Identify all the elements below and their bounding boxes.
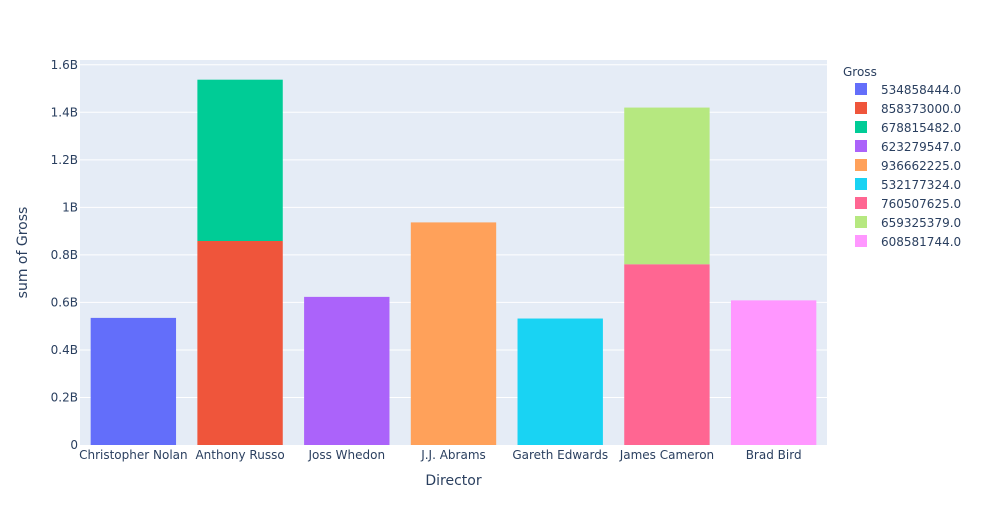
x-tick-label: Anthony Russo bbox=[195, 448, 284, 462]
y-tick-label: 1.6B bbox=[51, 58, 78, 72]
x-tick-label: J.J. Abrams bbox=[420, 448, 486, 462]
bar-segment bbox=[304, 296, 390, 445]
x-axis-ticks: Christopher Nolan Anthony Russo Joss Whedo… bbox=[79, 448, 801, 462]
legend-item-label: 936662225.0 bbox=[881, 159, 961, 173]
x-tick-label: Gareth Edwards bbox=[512, 448, 608, 462]
x-tick-label: Brad Bird bbox=[746, 448, 802, 462]
legend: Gross 534858444.0 858373000.0 678815482.0 6… bbox=[843, 65, 961, 249]
legend-item-label: 534858444.0 bbox=[881, 83, 961, 97]
legend-item-label: 608581744.0 bbox=[881, 235, 961, 249]
bar-segment bbox=[730, 300, 817, 445]
bars bbox=[90, 79, 817, 445]
x-tick-label: Christopher Nolan bbox=[79, 448, 188, 462]
bar-segment bbox=[410, 222, 497, 445]
bar-segment bbox=[90, 317, 177, 445]
legend-swatch bbox=[855, 102, 867, 114]
legend-item-label: 623279547.0 bbox=[881, 140, 961, 154]
bar-segment bbox=[197, 241, 283, 445]
bar-segment bbox=[197, 79, 283, 242]
x-tick-label: James Cameron bbox=[619, 448, 714, 462]
y-tick-label: 1.4B bbox=[51, 105, 78, 119]
y-axis-title: sum of Gross bbox=[15, 207, 31, 299]
y-tick-label: 0 bbox=[70, 438, 78, 452]
legend-swatch bbox=[855, 178, 867, 190]
y-tick-label: 0.8B bbox=[51, 248, 78, 262]
legend-item-label: 532177324.0 bbox=[881, 178, 961, 192]
y-tick-label: 0.4B bbox=[51, 343, 78, 357]
legend-swatch bbox=[855, 159, 867, 171]
x-axis-title: Director bbox=[425, 473, 481, 489]
legend-item-label: 858373000.0 bbox=[881, 102, 961, 116]
legend-swatch bbox=[855, 121, 867, 133]
legend-item-label: 760507625.0 bbox=[881, 197, 961, 211]
x-tick-label: Joss Whedon bbox=[307, 448, 385, 462]
legend-item-label: 659325379.0 bbox=[881, 216, 961, 230]
bar-segment bbox=[624, 264, 710, 445]
legend-item-label: 678815482.0 bbox=[881, 121, 961, 135]
y-tick-label: 0.6B bbox=[51, 295, 78, 309]
legend-swatch bbox=[855, 235, 867, 247]
bar-segment bbox=[517, 318, 603, 445]
y-tick-label: 1.2B bbox=[51, 153, 78, 167]
y-axis-ticks: 0 0.2B 0.4B 0.6B 0.8B 1B 1.2B 1.4B 1.6B bbox=[51, 58, 78, 452]
bar-segment bbox=[624, 107, 710, 265]
legend-swatch bbox=[855, 140, 867, 152]
legend-swatch bbox=[855, 216, 867, 228]
y-tick-label: 1B bbox=[62, 200, 78, 214]
legend-swatch bbox=[855, 83, 867, 95]
legend-swatch bbox=[855, 197, 867, 209]
y-tick-label: 0.2B bbox=[51, 390, 78, 404]
legend-title: Gross bbox=[843, 65, 877, 79]
